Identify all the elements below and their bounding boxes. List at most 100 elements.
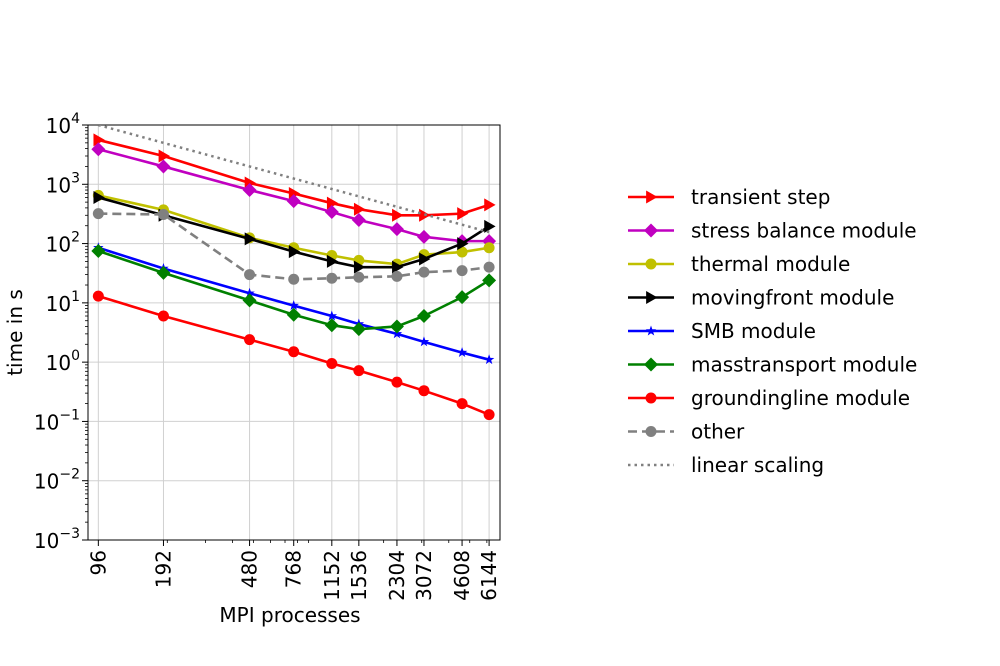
x-tick-label: 192 — [151, 550, 175, 588]
data-point — [244, 334, 256, 346]
data-point — [288, 346, 300, 358]
x-tick-label: 4608 — [450, 550, 474, 601]
legend-item: stress balance module — [628, 219, 917, 243]
data-point — [483, 354, 495, 365]
legend-marker — [645, 392, 657, 404]
legend-label: linear scaling — [691, 453, 824, 477]
data-point — [242, 183, 257, 198]
y-tick-label: 100 — [46, 348, 80, 375]
series-groundingline-module — [92, 290, 495, 421]
data-point — [483, 261, 495, 273]
data-point — [456, 246, 468, 258]
data-point — [353, 365, 365, 377]
data-point — [157, 310, 169, 322]
data-point — [288, 300, 299, 311]
legend-marker — [645, 325, 657, 336]
data-point — [389, 319, 404, 334]
data-point — [418, 385, 430, 397]
series-line — [97, 196, 490, 269]
data-point — [482, 273, 497, 288]
series-other — [92, 208, 495, 285]
legend-item: SMB module — [628, 319, 816, 343]
series-line — [97, 249, 490, 331]
legend-label: stress balance module — [691, 219, 917, 243]
data-point — [244, 269, 256, 281]
data-point — [242, 293, 257, 308]
data-point — [157, 208, 169, 220]
y-tick-label: 103 — [46, 170, 80, 197]
data-point — [389, 222, 404, 237]
data-point — [457, 237, 469, 251]
data-point — [91, 142, 106, 157]
legend-marker — [645, 258, 657, 270]
legend-item: transient step — [628, 185, 830, 209]
data-point — [419, 252, 431, 266]
y-tick-label: 104 — [46, 111, 80, 138]
x-tick-label: 3072 — [412, 550, 436, 601]
data-point — [456, 347, 468, 358]
grid-lines — [88, 124, 500, 541]
series-layer — [91, 125, 497, 421]
legend-label: other — [691, 420, 745, 444]
series-transient-step — [93, 133, 496, 222]
data-point — [456, 398, 468, 410]
series-line — [98, 138, 490, 217]
series-line — [98, 194, 490, 266]
y-tick-label: 102 — [46, 230, 80, 257]
data-point — [326, 254, 339, 268]
data-point — [326, 196, 339, 210]
legend-marker — [646, 190, 658, 204]
data-point — [326, 272, 338, 284]
series-linear-scaling — [98, 125, 490, 234]
x-tick-label: 1152 — [320, 550, 344, 601]
legend-label: movingfront module — [691, 286, 894, 310]
data-point — [351, 322, 366, 337]
x-tick-label: 1536 — [347, 550, 371, 601]
series-line — [97, 294, 490, 416]
data-point — [286, 194, 301, 209]
data-point — [416, 229, 431, 244]
x-axis-label: MPI processes — [219, 603, 360, 627]
data-point — [244, 287, 255, 298]
data-point — [418, 336, 430, 347]
data-point — [353, 260, 366, 274]
y-tick-label: 101 — [46, 289, 80, 316]
data-point — [391, 270, 403, 282]
data-point — [326, 310, 338, 321]
data-point — [92, 290, 104, 302]
y-axis-ticks: 10−3 10−2 10−1 100 101 102 103 104 — [34, 111, 88, 553]
legend-item: groundingline module — [628, 386, 910, 410]
legend-marker — [645, 426, 657, 437]
data-point — [326, 357, 338, 369]
y-tick-label: 10−3 — [34, 526, 80, 553]
data-point — [156, 159, 171, 174]
data-point — [483, 242, 495, 254]
data-point — [416, 309, 431, 324]
legend-item: linear scaling — [628, 453, 824, 477]
series-line — [97, 246, 490, 361]
data-point — [418, 266, 430, 278]
legend: transient step stress balance module therm… — [628, 185, 917, 477]
y-tick-label: 10−1 — [34, 407, 80, 434]
legend-label: SMB module — [691, 319, 816, 343]
data-point — [392, 208, 404, 222]
x-tick-label: 6144 — [477, 550, 501, 601]
x-tick-label: 96 — [86, 550, 110, 575]
data-point — [483, 409, 495, 421]
data-point — [351, 212, 366, 227]
y-axis-label: time in s — [3, 289, 27, 376]
series-masstransport-module — [91, 243, 497, 337]
legend-item: masstransport module — [628, 353, 917, 377]
data-point — [484, 198, 496, 212]
data-point — [244, 232, 257, 246]
data-point — [158, 149, 170, 163]
legend-marker — [644, 223, 658, 238]
series-line — [98, 125, 490, 234]
data-point — [288, 273, 300, 285]
legend-marker — [644, 357, 658, 372]
legend-label: thermal module — [691, 252, 850, 276]
legend-label: masstransport module — [691, 353, 917, 377]
data-point — [392, 260, 404, 274]
x-axis-ticks: 96 192 480 768 1152 1536 2304 3072 4608 6144 — [86, 540, 501, 601]
